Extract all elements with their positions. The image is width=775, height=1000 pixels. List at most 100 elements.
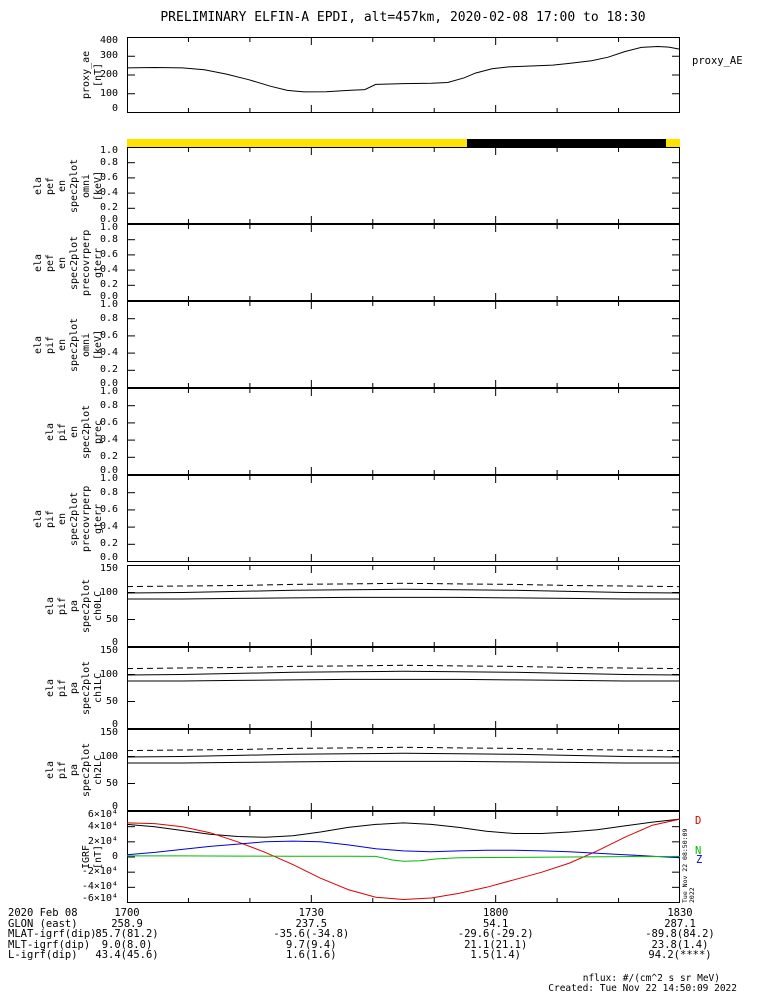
ylabel-line: omni: [81, 332, 92, 357]
ylabel-line: ch0LC: [93, 590, 104, 622]
y-tick-label: 1.0: [99, 221, 118, 233]
y-tick-label: 150: [99, 562, 118, 574]
y-tick-label: 4×10⁴: [87, 820, 118, 832]
y-tick-label: 0.8: [99, 399, 118, 411]
ylabel-line: ela: [33, 509, 44, 528]
table-value: -35.6(-34.8): [273, 928, 350, 940]
table-value: 258.9: [111, 917, 143, 930]
y-tick-label: 0.8: [99, 233, 118, 245]
ch1-series-losscone-lower: [127, 678, 680, 682]
table-value: 54.1: [483, 917, 509, 930]
ylabel-line: pef: [45, 176, 56, 195]
ylabel-ch2: ela pif pa spec2plot ch2LC: [34, 729, 104, 811]
y-tick-label: 100: [99, 586, 118, 598]
ylabel-line: ela: [45, 596, 56, 616]
y-tick-label: 0.4: [99, 264, 118, 276]
nflux-note: nflux: #/(cm^2 s sr MeV): [582, 973, 720, 984]
y-tick-label: 50: [105, 695, 118, 707]
proxy-ae-right-label: proxy_AE: [692, 55, 743, 67]
y-tick-label: 300: [99, 50, 118, 62]
y-tick-label: 0.8: [99, 156, 118, 168]
panel-igrf-plot: [126, 811, 681, 903]
ylabel-line: en: [57, 512, 68, 525]
ylabel-line: proxy_ae: [81, 50, 92, 100]
igrf-series-btotal: [126, 818, 681, 838]
ylabel-line: spec2plot: [69, 491, 80, 546]
created-note: Created: Tue Nov 22 14:50:09 2022: [548, 983, 737, 994]
ylabel-line: spec2plot: [69, 235, 80, 290]
y-tick-label: 0.4: [99, 434, 118, 446]
ch1-series-losscone-upper: [126, 670, 681, 676]
y-tick-label: 0.0: [99, 464, 118, 476]
table-value: -89.8(84.2): [645, 928, 715, 940]
ylabel-ch0: ela pif pa spec2plot ch0LC: [34, 565, 104, 647]
table-value: -29.6(-29.2): [457, 928, 534, 940]
ylabel-line: ch2LC: [93, 754, 104, 786]
ylabel-igrf: IGRF [nT]: [34, 811, 104, 903]
ylabel-line: pa: [69, 599, 80, 613]
y-tick-label: 2×10⁴: [87, 835, 118, 847]
table-value: 85.7(81.2): [95, 928, 159, 940]
y-tick-label: -4×10⁴: [81, 881, 118, 893]
ylabel-line: pif: [57, 678, 68, 698]
y-tick-label: 150: [99, 726, 118, 738]
panel-frame: [127, 301, 680, 388]
panel-p1-plot: [127, 147, 680, 224]
panel-frame: [127, 729, 680, 811]
ch2-series-antilosscone: [126, 746, 681, 752]
ylabel-line: spec2plot: [81, 742, 92, 798]
ylabel-line: pef: [45, 253, 56, 272]
table-value: 1700: [114, 907, 140, 919]
y-tick-label: 0.6: [99, 329, 118, 341]
ylabel-line: en: [57, 338, 68, 351]
panel-frame: [127, 224, 680, 301]
panel-p3-plot: [127, 301, 680, 388]
table-value: 1.6(1.6): [286, 949, 337, 961]
ylabel-p2: ela pef en spec2plot precovrperp gterr: [33, 224, 104, 301]
panel-frame: [127, 37, 680, 113]
table-value: 43.4(45.6): [95, 949, 159, 961]
ch0-series-losscone-upper: [126, 588, 681, 594]
igrf-n-label: N: [695, 845, 702, 857]
y-tick-label: 0.2: [99, 202, 118, 214]
y-tick-label: 0.4: [99, 187, 118, 199]
panel-frame: [127, 388, 680, 475]
table-value: 21.1(21.1): [464, 938, 528, 951]
y-tick-label: 1.0: [99, 298, 118, 310]
y-tick-label: 0: [111, 718, 118, 730]
table-value: 94.2(****): [648, 949, 712, 961]
ylabel-line: spec2plot: [69, 158, 80, 213]
panel-frame: [127, 147, 680, 224]
igrf-series-bn: [127, 855, 681, 862]
y-tick-label: 0.2: [99, 279, 118, 291]
panel-ch0-plot: [126, 565, 681, 647]
igrf-z-label: Z: [696, 854, 703, 866]
ylabel-line: pif: [45, 335, 56, 354]
ylabel-p3: ela pif en spec2plot omni [keV]: [33, 301, 104, 388]
panel-frame: [127, 475, 680, 562]
ylabel-line: en: [69, 425, 80, 438]
ylabel-p5: ela pif en spec2plot precovrperp gterr: [33, 475, 104, 562]
table-row-label: L-igrf(dip): [8, 949, 78, 961]
y-tick-label: 50: [105, 777, 118, 789]
y-tick-label: 0: [111, 102, 118, 114]
ylabel-line: spec2plot: [81, 578, 92, 634]
ylabel-line: pa: [69, 681, 80, 695]
y-tick-label: 0.0: [99, 551, 118, 563]
y-tick-label: 6×10⁴: [87, 808, 118, 820]
ylabel-p4: ela pif en spec2plot prec: [34, 388, 104, 475]
panel-p5-plot: [127, 475, 680, 562]
ylabel-line: IGRF: [81, 844, 92, 870]
y-tick-label: 0.6: [99, 503, 118, 515]
panel-p2-plot: [127, 224, 680, 301]
ylabel-line: ela: [45, 422, 56, 441]
orbit-bar-segment: [467, 139, 667, 147]
igrf-d-label: D: [695, 815, 702, 827]
panel-frame: [127, 565, 680, 647]
y-tick-label: 150: [99, 644, 118, 656]
y-tick-label: 0: [111, 851, 118, 862]
ylabel-line: ela: [33, 176, 44, 195]
y-tick-label: 0.6: [99, 248, 118, 260]
ylabel-line: [keV]: [93, 170, 104, 201]
